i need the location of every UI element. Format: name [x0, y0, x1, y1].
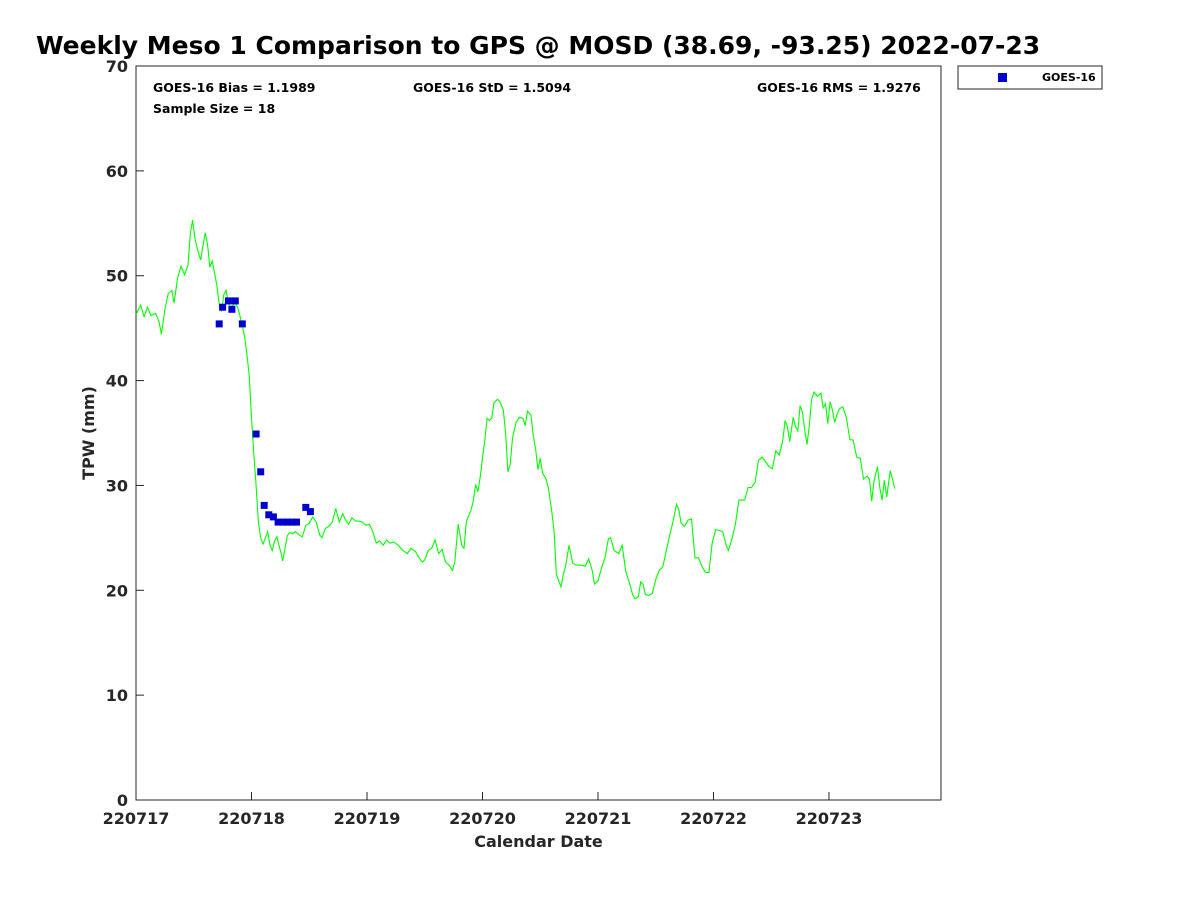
goes16-marker: [238, 320, 246, 328]
legend-box: [957, 65, 1103, 90]
x-tick-label: 220722: [680, 809, 747, 828]
goes16-marker: [279, 518, 287, 526]
plot-area: 0 10 20 30 40 50 60 70 220717 220718 220719 220720…: [103, 57, 942, 828]
goes16-marker: [219, 303, 227, 311]
x-tick-label: 220717: [103, 809, 170, 828]
x-tick-label: 220723: [796, 809, 863, 828]
rms-stat: GOES-16 RMS = 1.9276: [757, 80, 921, 95]
goes16-marker: [260, 501, 268, 509]
y-tick-label: 50: [106, 267, 128, 286]
bias-stat: GOES-16 Bias = 1.1989: [153, 80, 315, 95]
goes16-marker: [224, 297, 232, 305]
goes16-marker: [257, 468, 265, 476]
x-tick-label: 220718: [218, 809, 285, 828]
y-tick-label: 0: [117, 791, 128, 810]
x-tick-label: 220719: [334, 809, 401, 828]
goes16-marker: [269, 513, 277, 521]
y-tick-label: 20: [106, 581, 128, 600]
goes16-marker: [283, 518, 291, 526]
goes16-marker: [293, 518, 300, 526]
goes16-marker: [302, 503, 310, 511]
series-layer: [135, 220, 896, 600]
y-tick-label: 70: [106, 57, 128, 76]
y-tick-label: 10: [106, 686, 128, 705]
goes16-marker: [288, 518, 296, 526]
gps-tpw-line: [135, 220, 896, 600]
x-axis-label: Calendar Date: [474, 832, 603, 851]
goes16-marker: [306, 508, 314, 516]
y-tick-label: 40: [106, 372, 128, 391]
y-tick-label: 30: [106, 476, 128, 495]
goes16-marker: [265, 511, 273, 519]
y-axis-label: TPW (mm): [79, 386, 98, 480]
legend: GOES-16: [957, 65, 1103, 90]
y-tick-label: 60: [106, 162, 128, 181]
goes16-marker: [228, 305, 236, 313]
goes16-marker: [231, 297, 239, 305]
goes16-marker: [274, 518, 282, 526]
x-axis: 220717 220718 220719 220720 220721 220722 2207…: [103, 792, 863, 828]
goes16-marker: [252, 430, 260, 438]
sample-size-stat: Sample Size = 18: [153, 101, 275, 116]
y-axis: 0 10 20 30 40 50 60 70: [106, 57, 144, 810]
x-tick-label: 220720: [449, 809, 516, 828]
axes-frame: [135, 65, 942, 801]
goes16-marker: [215, 320, 223, 328]
legend-marker-goes16: [998, 73, 1007, 82]
chart-title: Weekly Meso 1 Comparison to GPS @ MOSD (…: [36, 31, 1040, 60]
x-tick-label: 220721: [565, 809, 632, 828]
legend-label-goes16: GOES-16: [1042, 71, 1096, 84]
std-stat: GOES-16 StD = 1.5094: [413, 80, 571, 95]
